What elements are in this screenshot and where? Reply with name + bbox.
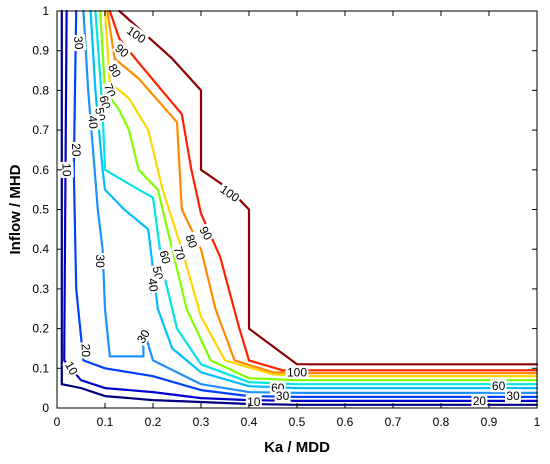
y-tick-label: 0.6 xyxy=(32,163,49,177)
contour-label: 30 xyxy=(506,389,520,403)
contour-label-background xyxy=(505,389,521,403)
contour-line-0 xyxy=(60,9,539,406)
contour-label-background xyxy=(145,276,162,294)
contour-label-background xyxy=(86,113,101,131)
contour-label-background xyxy=(79,342,94,359)
y-tick-label: 0.2 xyxy=(32,322,49,336)
contour-label-group: 10 xyxy=(59,161,74,179)
contour-label-group: 40 xyxy=(145,276,162,294)
x-tick-label: 0.6 xyxy=(337,415,354,429)
y-tick-label: 0.3 xyxy=(32,282,49,296)
contour-label-group: 100 xyxy=(285,365,309,379)
contour-label: 20 xyxy=(473,394,487,408)
x-axis-label: Ka / MDD xyxy=(264,439,330,456)
contour-label: 40 xyxy=(145,277,161,292)
y-tick-label: 1 xyxy=(42,4,49,18)
contour-label-background xyxy=(274,389,291,403)
contour-label-group: 20 xyxy=(69,141,84,159)
contour-label: 10 xyxy=(62,359,81,378)
x-tick-label: 0 xyxy=(54,415,61,429)
contour-label-background xyxy=(111,40,133,61)
contour-label-group: 10 xyxy=(62,357,82,379)
x-axis-ticks: 0 0.1 0.2 0.3 0.4 0.5 0.6 0.7 0.8 0.9 1 xyxy=(54,11,541,429)
contour-label-background xyxy=(196,222,216,244)
contour-label-background xyxy=(490,379,507,393)
contour-label: 30 xyxy=(71,36,86,51)
contour-label-background xyxy=(71,34,87,52)
contour-label: 60 xyxy=(157,249,174,266)
contour-label: 30 xyxy=(134,327,153,346)
x-tick-label: 0.2 xyxy=(145,415,162,429)
contour-label-background xyxy=(471,393,488,407)
x-tick-label: 0.3 xyxy=(193,415,210,429)
contour-label-group: 30 xyxy=(71,34,87,52)
contour-label-group: 70 xyxy=(171,243,189,263)
contour-label: 90 xyxy=(196,224,215,243)
x-tick-label: 1 xyxy=(534,415,541,429)
contour-label: 70 xyxy=(171,245,189,262)
contour-label-background xyxy=(133,326,153,347)
x-tick-label: 0.7 xyxy=(385,415,402,429)
contour-label-group: 30 xyxy=(93,253,108,270)
contour-label: 100 xyxy=(287,365,307,379)
contour-label: 40 xyxy=(85,115,100,130)
contour-label: 60 xyxy=(492,379,506,393)
contour-label-background xyxy=(94,253,108,270)
contour-label-group: 30 xyxy=(505,389,521,403)
x-tick-label: 0.5 xyxy=(289,415,306,429)
contour-label-group: 20 xyxy=(79,342,94,359)
contour-label: 80 xyxy=(105,61,124,80)
contour-label: 10 xyxy=(247,395,261,409)
contour-label-background xyxy=(285,365,309,379)
contour-label-group: 60 xyxy=(157,247,174,267)
contour-label: 20 xyxy=(69,143,83,157)
x-tick-label: 0.9 xyxy=(481,415,498,429)
contour-label-background xyxy=(123,22,150,47)
contour-label-background xyxy=(157,247,174,267)
contour-line-60 xyxy=(99,9,539,382)
contour-label: 20 xyxy=(79,343,93,357)
contour-label-background xyxy=(69,141,84,159)
y-tick-label: 0.4 xyxy=(32,242,49,256)
contour-label-group: 80 xyxy=(183,231,201,251)
contour-label-group: 30 xyxy=(133,326,153,347)
x-tick-label: 0.8 xyxy=(433,415,450,429)
y-tick-label: 0.9 xyxy=(32,44,49,58)
x-tick-label: 0.4 xyxy=(241,415,258,429)
contour-label-group: 10 xyxy=(245,395,262,409)
contour-label-group: 80 xyxy=(105,60,125,81)
x-tick-label: 0.1 xyxy=(97,415,114,429)
contour-labels: 1009080706050403020101009080706050403030… xyxy=(59,22,521,409)
y-axis-label: Inflow / MHD xyxy=(7,164,24,254)
contour-label: 30 xyxy=(93,254,107,268)
contour-label-background xyxy=(62,357,82,379)
contour-label-group: 40 xyxy=(85,113,101,131)
contour-label: 30 xyxy=(276,389,290,403)
y-tick-label: 0.1 xyxy=(32,361,49,375)
contour-label-background xyxy=(60,161,74,179)
contour-label: 10 xyxy=(59,163,73,177)
contour-label-background xyxy=(171,243,189,263)
y-tick-label: 0.8 xyxy=(32,83,49,97)
contour-line-80 xyxy=(106,9,539,375)
y-tick-label: 0 xyxy=(42,401,49,415)
contour-label-background xyxy=(105,60,125,81)
contour-label-group: 30 xyxy=(274,389,291,403)
contour-label-group: 20 xyxy=(471,393,488,408)
contour-label-group: 90 xyxy=(196,222,216,244)
y-tick-label: 0.7 xyxy=(32,123,49,137)
contour-label: 80 xyxy=(183,233,201,251)
y-tick-label: 0.5 xyxy=(32,203,49,217)
contour-label-group: 90 xyxy=(111,40,133,61)
contour-label-background xyxy=(245,395,262,408)
y-axis-ticks: 0 0.1 0.2 0.3 0.4 0.5 0.6 0.7 0.8 0.9 1 xyxy=(32,4,537,415)
contour-line-20 xyxy=(72,9,539,398)
contour-label-group: 60 xyxy=(490,379,507,393)
contour-line-30 xyxy=(82,9,539,394)
contour-label-background xyxy=(183,231,201,251)
contour-label-background xyxy=(216,181,244,206)
